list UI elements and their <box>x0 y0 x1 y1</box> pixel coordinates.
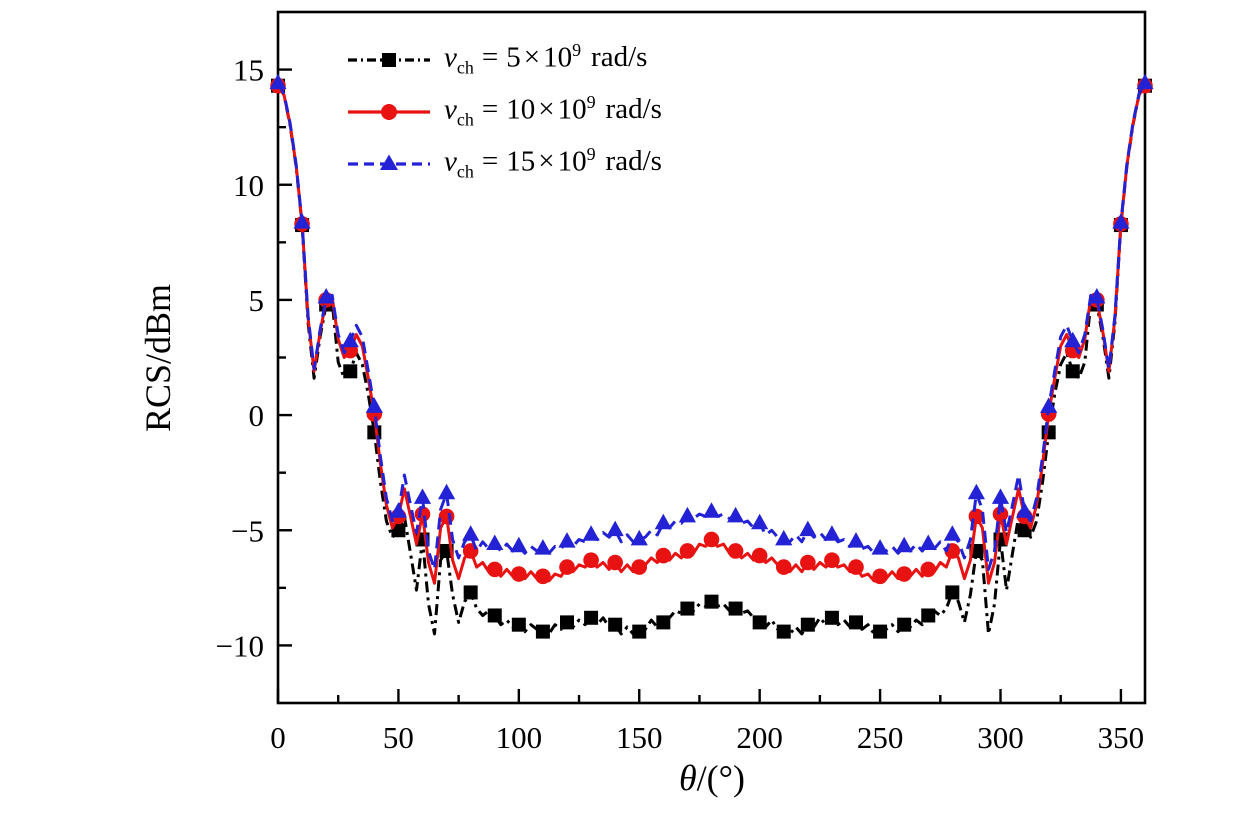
legend-exp: 9 <box>586 91 596 112</box>
y-tick-label: 5 <box>249 283 265 318</box>
x-tick-label: 100 <box>496 720 543 755</box>
series-markers-2 <box>269 73 1154 555</box>
legend-times: × <box>538 93 555 126</box>
axis-ticks <box>276 68 1123 703</box>
legend-var: v <box>444 93 457 126</box>
legend: vch = 5 × 109 rad/s vch = 10 × 109 rad/s vch = 15 × 10… <box>346 40 662 182</box>
legend-eq: = <box>481 145 499 178</box>
legend-var: v <box>444 41 457 74</box>
legend-coef: 10 <box>506 93 536 126</box>
legend-eq: = <box>481 93 499 126</box>
legend-unit: rad/s <box>605 93 662 126</box>
x-tick-label: 50 <box>383 720 414 755</box>
legend-times: × <box>523 41 541 74</box>
legend-times: × <box>538 145 555 178</box>
legend-label-15e9: vch = 15 × 109 rad/s <box>444 144 662 182</box>
x-axis-symbol: θ <box>678 758 697 798</box>
legend-item-15e9: vch = 15 × 109 rad/s <box>346 144 662 182</box>
legend-eq: = <box>481 41 499 74</box>
legend-label-5e9: vch = 5 × 109 rad/s <box>444 40 647 78</box>
y-tick-label: 0 <box>249 398 265 433</box>
legend-var-sub: ch <box>456 109 474 130</box>
legend-var-sub: ch <box>456 161 474 182</box>
legend-swatch-circle-line <box>348 104 430 120</box>
legend-exp: 9 <box>572 39 582 60</box>
legend-coef: 15 <box>506 145 536 178</box>
x-tick-label: 0 <box>270 720 286 755</box>
legend-unit: rad/s <box>591 41 648 74</box>
legend-item-10e9: vch = 10 × 109 rad/s <box>346 92 662 130</box>
legend-base: 10 <box>557 145 587 178</box>
y-axis-label: RCS/dBm <box>138 283 178 433</box>
legend-exp: 9 <box>586 143 596 164</box>
x-tick-label: 350 <box>1098 720 1145 755</box>
y-tick-label: −10 <box>216 628 264 663</box>
legend-swatch-square-line <box>348 53 430 67</box>
legend-base: 10 <box>557 93 587 126</box>
legend-swatch-triangle-line <box>348 154 430 170</box>
y-tick-label: 15 <box>233 53 264 88</box>
legend-unit: rad/s <box>605 145 662 178</box>
legend-var: v <box>444 145 457 178</box>
y-tick-label: −5 <box>231 513 264 548</box>
legend-base: 10 <box>543 41 573 74</box>
legend-item-5e9: vch = 5 × 109 rad/s <box>346 40 662 78</box>
x-tick-label: 300 <box>977 720 1024 755</box>
y-tick-label: 10 <box>233 168 264 203</box>
x-axis-unit: /(°) <box>696 758 746 798</box>
x-tick-label: 250 <box>857 720 904 755</box>
x-tick-label: 150 <box>616 720 663 755</box>
legend-label-10e9: vch = 10 × 109 rad/s <box>444 92 662 130</box>
legend-coef: 5 <box>506 41 521 74</box>
legend-var-sub: ch <box>456 57 474 78</box>
x-tick-label: 200 <box>736 720 783 755</box>
tick-labels: 0 50 100 150 200 250 300 350 −10 −5 0 5 10 15 <box>216 53 1145 755</box>
x-axis-label: θ/(°) <box>679 757 745 799</box>
